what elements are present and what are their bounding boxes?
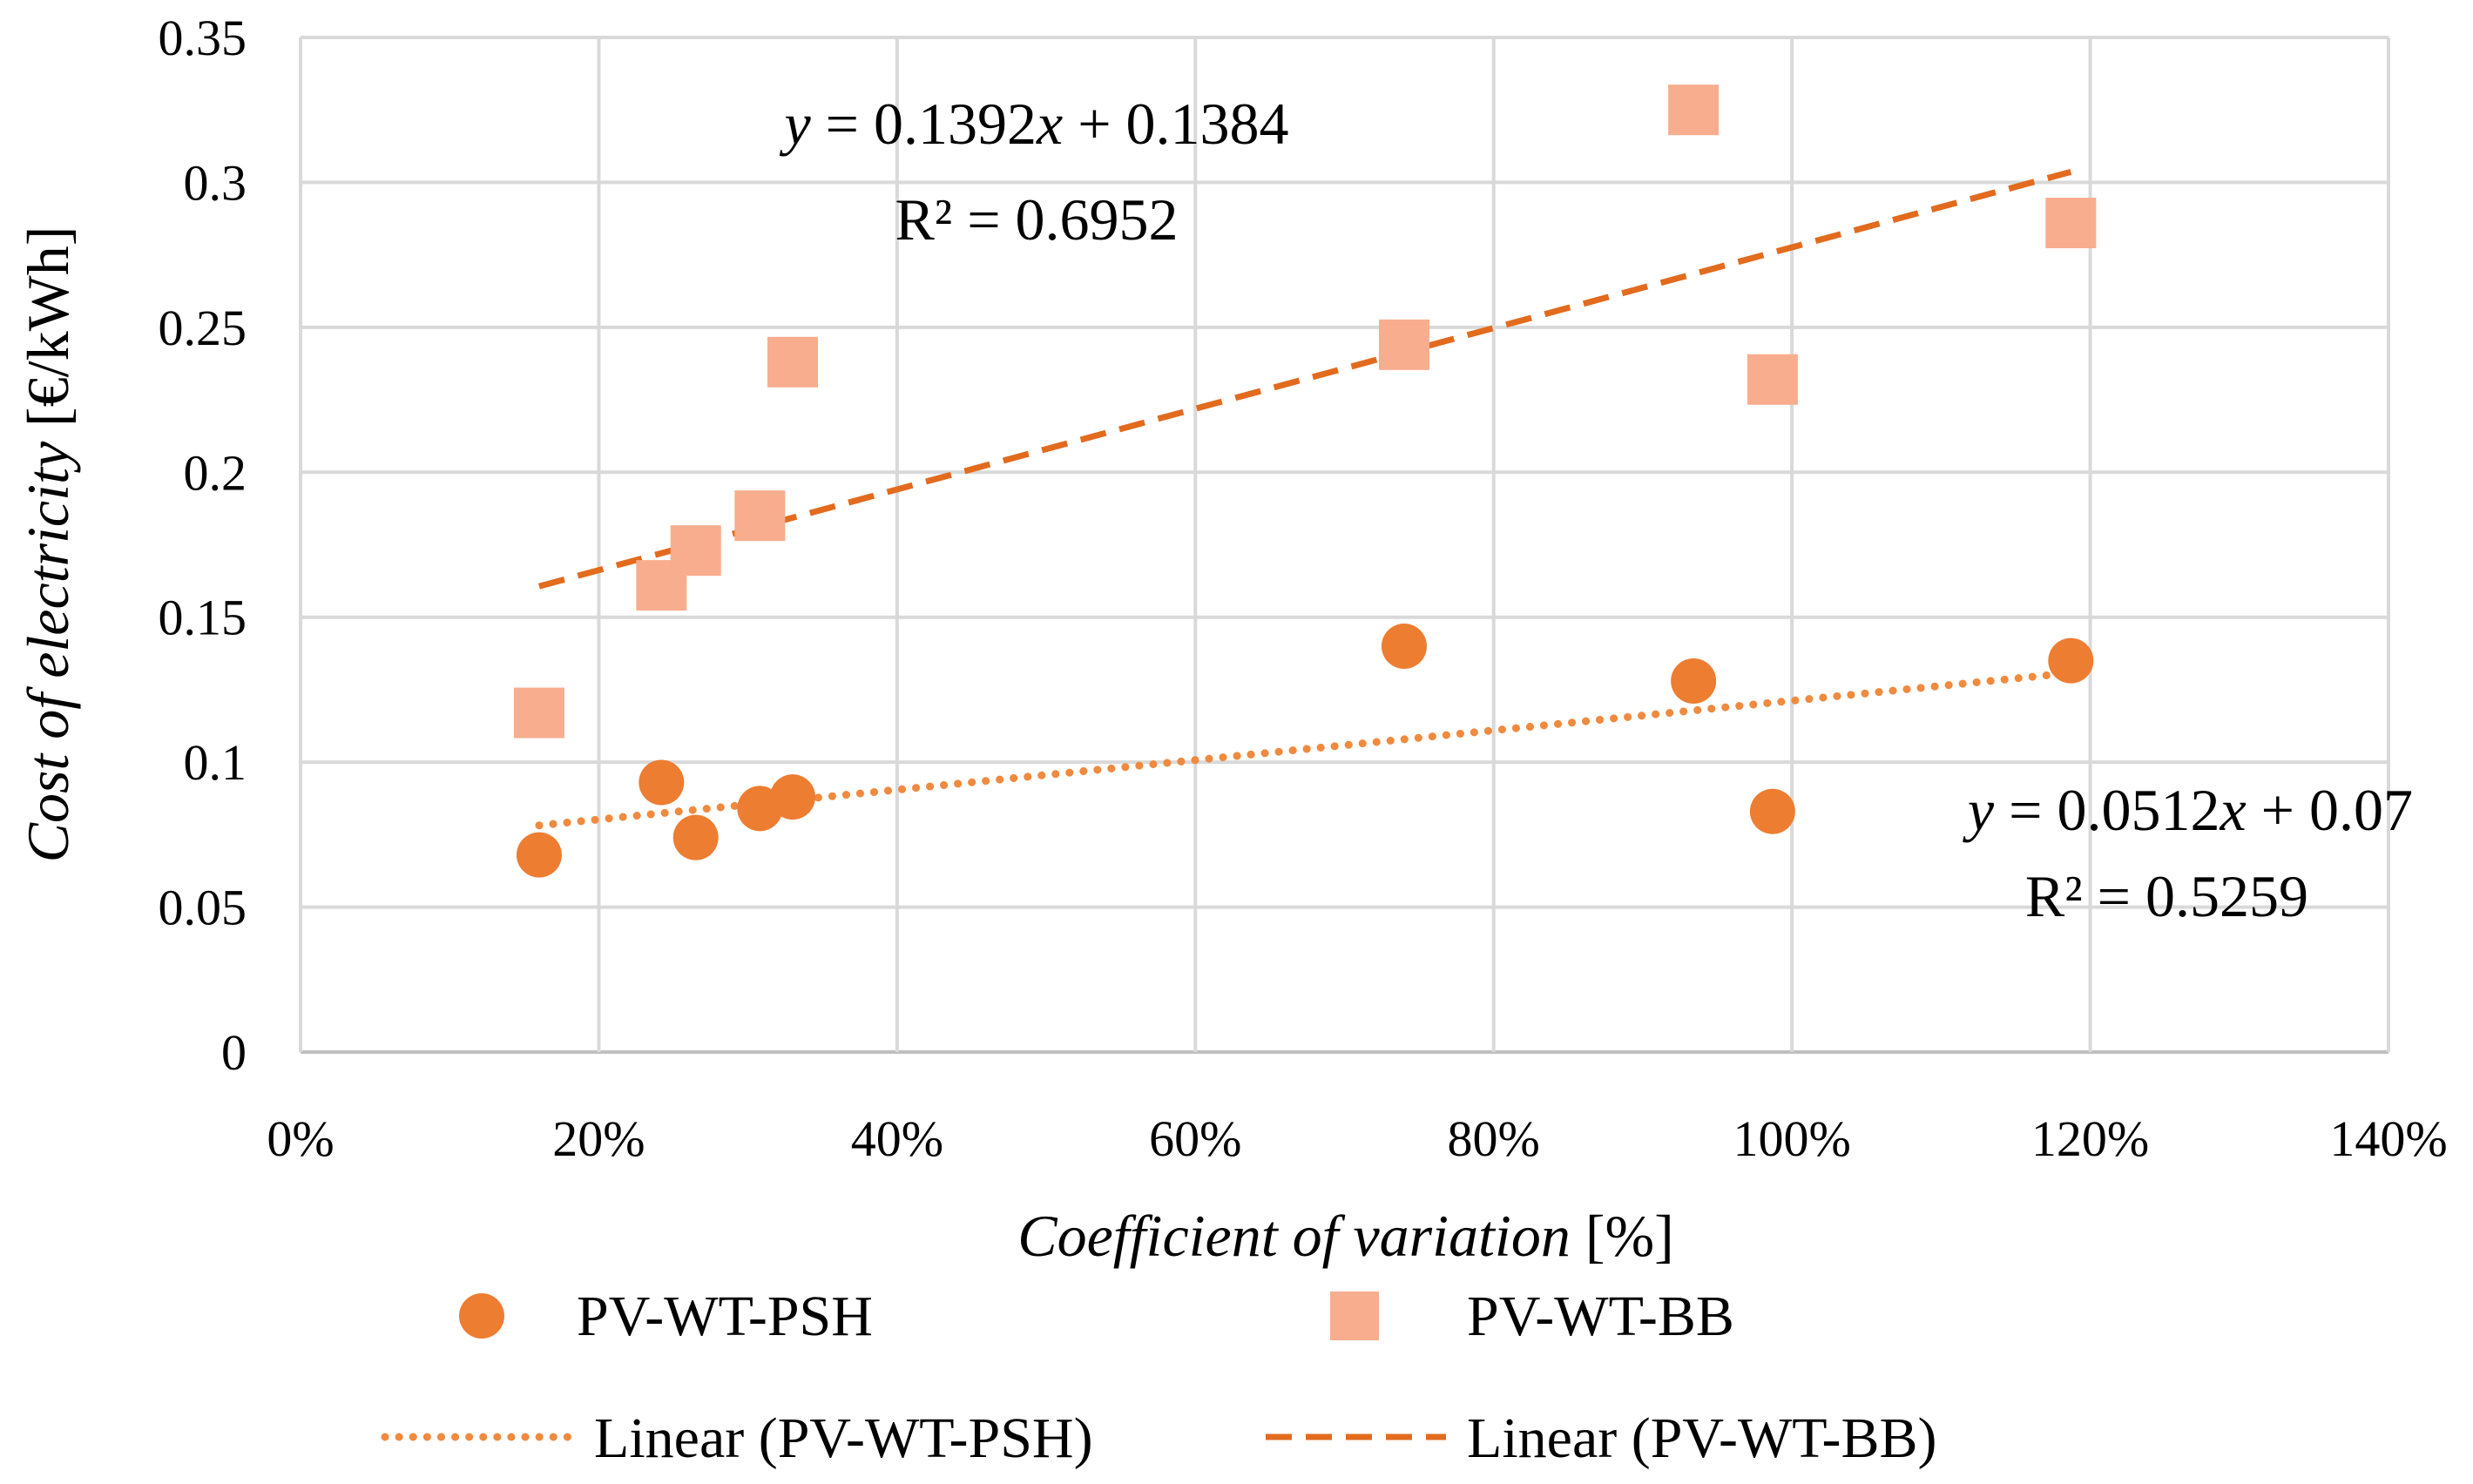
bb-point	[2045, 198, 2097, 249]
legend-marker-psh	[459, 1293, 504, 1339]
x-tick-label: 80%	[1448, 1110, 1540, 1167]
x-tick-label: 100%	[1733, 1110, 1850, 1167]
bb-point	[1747, 354, 1798, 405]
psh-point	[1749, 788, 1795, 834]
bb-point	[513, 687, 564, 739]
x-tick-labels: 0% 20% 40% 60% 80% 100% 120% 140%	[267, 1110, 2447, 1167]
x-tick-label: 60%	[1149, 1110, 1241, 1167]
psh-r-squared: R² = 0.5259	[2025, 863, 2308, 929]
trendline-bb	[538, 168, 2072, 590]
y-tick-label: 0.15	[159, 590, 247, 646]
grid-lines	[299, 36, 2390, 1054]
legend-label-bb: PV-WT-BB	[1467, 1285, 1734, 1348]
x-tick-label: 20%	[552, 1110, 645, 1167]
psh-point	[672, 814, 719, 860]
legend-label-bb-trend: Linear (PV-WT-BB)	[1467, 1406, 1937, 1470]
bb-equation: y = 0.1392x + 0.1384	[779, 91, 1288, 157]
psh-point	[516, 832, 562, 878]
bb-point	[767, 336, 819, 388]
y-tick-label: 0.1	[184, 734, 247, 791]
legend-marker-bb	[1330, 1292, 1379, 1340]
y-tick-label: 0.25	[159, 300, 247, 356]
y-tick-label: 0.05	[159, 880, 247, 936]
y-tick-label: 0.2	[184, 444, 247, 501]
legend-label-psh: PV-WT-PSH	[577, 1285, 873, 1348]
y-tick-label: 0.3	[184, 154, 247, 211]
y-axis-title: Cost of electricity [€/kWh]	[15, 226, 81, 863]
bb-point	[1378, 319, 1429, 370]
psh-point	[639, 759, 685, 806]
bb-point	[670, 525, 721, 577]
psh-point	[1671, 658, 1717, 704]
psh-equation: y = 0.0512x + 0.07	[1963, 777, 2413, 843]
x-tick-label: 120%	[2031, 1110, 2149, 1167]
y-tick-label: 0.35	[159, 10, 247, 66]
bb-point	[734, 490, 786, 542]
psh-point	[770, 774, 816, 820]
x-tick-label: 0%	[267, 1110, 334, 1167]
data-markers	[513, 84, 2097, 878]
psh-point	[1381, 624, 1427, 669]
bb-r-squared: R² = 0.6952	[895, 186, 1178, 253]
bb-point	[1668, 84, 1720, 136]
y-tick-label: 0	[221, 1024, 247, 1081]
legend: PV-WT-PSH PV-WT-BB Linear (PV-WT-PSH) Li…	[381, 1285, 1937, 1470]
trendlines	[535, 168, 2075, 830]
psh-point	[2048, 637, 2094, 684]
y-tick-labels: 0 0.05 0.1 0.15 0.2 0.25 0.3 0.35	[159, 10, 247, 1081]
x-axis-title: Coefficient of variation [%]	[1017, 1203, 1674, 1269]
x-tick-label: 40%	[851, 1110, 943, 1167]
x-tick-label: 140%	[2329, 1110, 2447, 1167]
legend-label-psh-trend: Linear (PV-WT-PSH)	[594, 1406, 1093, 1470]
trendline-psh	[535, 669, 2075, 830]
